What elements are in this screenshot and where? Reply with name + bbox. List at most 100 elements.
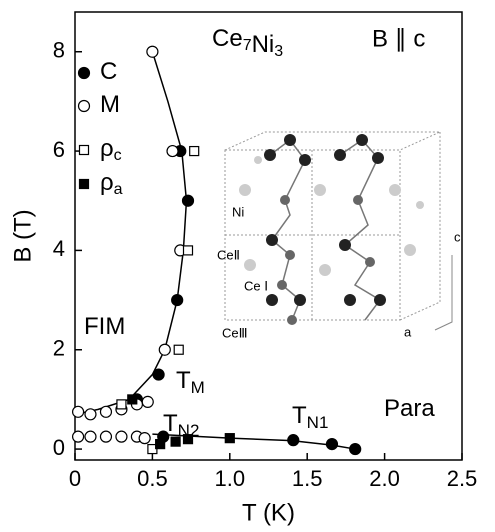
atom bbox=[266, 234, 278, 246]
data-point bbox=[128, 395, 137, 404]
data-point bbox=[156, 440, 165, 449]
data-point bbox=[73, 431, 84, 442]
annotation-subscript: N1 bbox=[307, 413, 329, 432]
axes-arrow bbox=[435, 255, 452, 330]
data-point bbox=[153, 369, 164, 380]
bond bbox=[340, 140, 380, 320]
chart-subtitle: B ∥ c bbox=[372, 25, 425, 52]
data-point bbox=[142, 396, 153, 407]
atom bbox=[284, 134, 296, 146]
y-tick-label: 8 bbox=[53, 38, 65, 63]
y-tick-label: 4 bbox=[53, 236, 65, 261]
atom bbox=[244, 259, 256, 271]
inset-label: Ni bbox=[232, 204, 244, 219]
x-tick-label: 2.0 bbox=[369, 466, 400, 491]
annotation-text: FIM bbox=[84, 313, 125, 340]
data-point bbox=[190, 147, 199, 156]
annotation: TM bbox=[176, 367, 205, 397]
atom bbox=[254, 156, 262, 164]
data-point bbox=[116, 431, 127, 442]
atom bbox=[339, 239, 351, 251]
annotation: Para bbox=[384, 395, 435, 422]
atom bbox=[334, 149, 346, 161]
inset-label: CeⅡ bbox=[217, 247, 240, 262]
atom bbox=[374, 294, 386, 306]
data-point bbox=[73, 406, 84, 417]
atom bbox=[264, 149, 276, 161]
annotation-subscript: M bbox=[191, 378, 205, 397]
annotation-subscript: N2 bbox=[178, 421, 200, 440]
chart: 00.51.01.52.02.502468T (K)B (T)Ce7Ni3B ∥… bbox=[0, 0, 495, 532]
data-point bbox=[350, 444, 361, 455]
y-axis-label: B (T) bbox=[9, 209, 36, 262]
legend-subscript: c bbox=[114, 147, 122, 164]
atom bbox=[372, 152, 384, 164]
atom bbox=[356, 134, 368, 146]
data-point bbox=[183, 195, 194, 206]
x-tick-label: 1.0 bbox=[215, 466, 246, 491]
inset-box bbox=[225, 132, 440, 150]
data-point bbox=[100, 406, 111, 417]
data-point bbox=[117, 400, 126, 409]
annotation-text: T bbox=[292, 402, 307, 429]
y-tick-label: 2 bbox=[53, 336, 65, 361]
data-point bbox=[172, 295, 183, 306]
y-tick-label: 0 bbox=[53, 435, 65, 460]
legend-label: ρa bbox=[100, 169, 123, 198]
data-point bbox=[85, 431, 96, 442]
inset-label: a bbox=[404, 324, 412, 339]
annotation: FIM bbox=[84, 313, 125, 340]
data-point bbox=[167, 146, 178, 157]
atom bbox=[299, 154, 311, 166]
annotation-text: T bbox=[163, 410, 178, 437]
atom bbox=[294, 294, 306, 306]
atom bbox=[319, 264, 331, 276]
atom bbox=[314, 184, 326, 196]
legend-name: ρ bbox=[100, 169, 114, 196]
legend-label: C bbox=[100, 58, 117, 85]
atom bbox=[365, 257, 375, 267]
chart-title: Ce7Ni3 bbox=[212, 25, 283, 60]
x-tick-label: 0.5 bbox=[137, 466, 168, 491]
atom bbox=[280, 195, 290, 205]
atom bbox=[287, 315, 297, 325]
atom bbox=[404, 244, 416, 256]
x-tick-label: 2.5 bbox=[447, 466, 478, 491]
legend-name: M bbox=[100, 91, 120, 118]
annotation-text: T bbox=[176, 367, 191, 394]
phase-boundary bbox=[75, 52, 186, 415]
data-point bbox=[174, 345, 183, 354]
atom bbox=[239, 184, 251, 196]
atom bbox=[266, 294, 278, 306]
crystal-atoms bbox=[239, 134, 452, 330]
inset-box bbox=[400, 132, 440, 320]
data-point bbox=[100, 431, 111, 442]
title-part: Ni bbox=[252, 31, 275, 58]
inset-label: Ce Ⅰ bbox=[244, 278, 268, 293]
x-tick-label: 1.5 bbox=[292, 466, 323, 491]
title-subscript: 7 bbox=[243, 37, 252, 54]
annotation: TN1 bbox=[292, 402, 328, 432]
atom bbox=[344, 294, 356, 306]
data-point bbox=[288, 435, 299, 446]
bond bbox=[270, 140, 305, 320]
legend-marker bbox=[80, 146, 89, 155]
data-point bbox=[184, 246, 193, 255]
inset-label: CeⅢ bbox=[222, 325, 248, 340]
legend-marker bbox=[80, 180, 89, 189]
data-point bbox=[147, 46, 158, 57]
x-tick-label: 0 bbox=[69, 466, 81, 491]
data-point bbox=[225, 434, 234, 443]
data-point bbox=[159, 344, 170, 355]
legend-subscript: a bbox=[114, 181, 123, 198]
inset-label: c bbox=[454, 229, 461, 244]
annotation: TN2 bbox=[163, 410, 199, 440]
title-part: Ce bbox=[212, 25, 243, 52]
data-point bbox=[85, 409, 96, 420]
atom bbox=[416, 201, 424, 209]
atom bbox=[389, 184, 401, 196]
atom bbox=[277, 280, 287, 290]
legend-label: M bbox=[100, 91, 120, 118]
atom bbox=[353, 195, 363, 205]
title-subscript: 3 bbox=[274, 43, 283, 60]
